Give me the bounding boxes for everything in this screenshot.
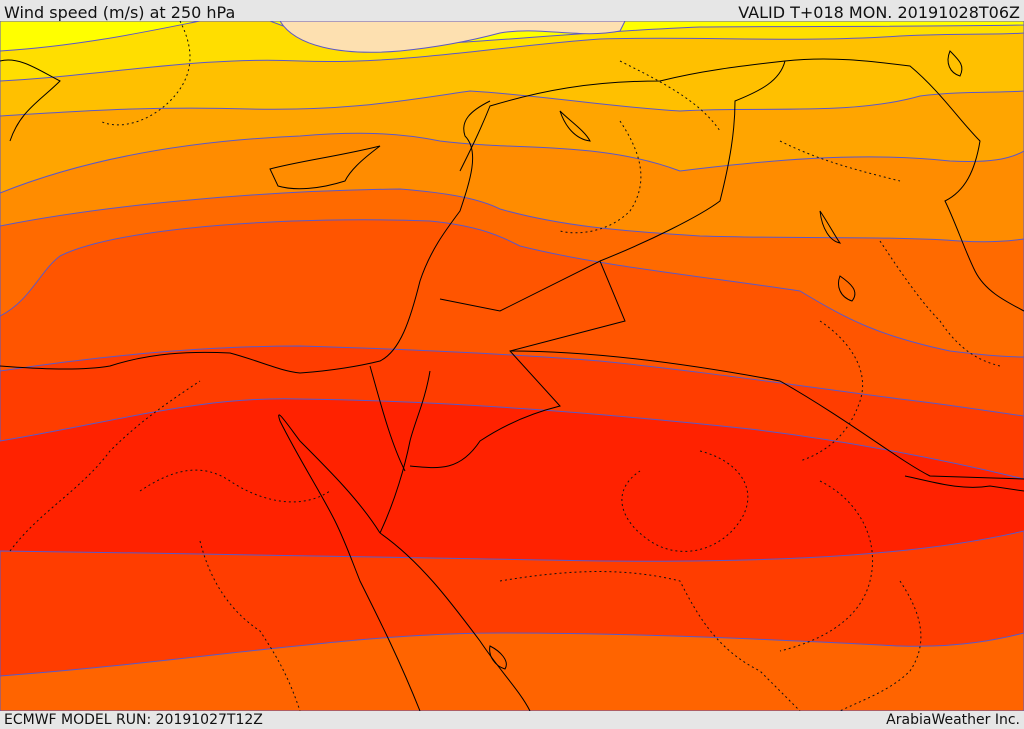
band-north-8 [0,21,201,52]
map-canvas [0,21,1024,711]
admin-borders [9,21,1001,711]
band-north-10 [279,21,626,53]
wind-speed-map [0,21,1024,711]
model-run-label: ECMWF MODEL RUN: 20191027T12Z [4,712,263,728]
coastlines [0,59,591,711]
band-north-7 [0,21,1024,82]
title-bar: Wind speed (m/s) at 250 hPa VALID T+018 … [0,0,1024,22]
footer-bar: ECMWF MODEL RUN: 20191027T12Z ArabiaWeat… [0,711,1024,729]
band-south-2 [0,632,1024,711]
credit-label: ArabiaWeather Inc. [886,712,1020,728]
inland-water [489,50,963,670]
country-borders [369,58,1024,492]
map-title: Wind speed (m/s) at 250 hPa [4,3,236,22]
valid-time: VALID T+018 MON. 20191028T06Z [738,3,1020,22]
